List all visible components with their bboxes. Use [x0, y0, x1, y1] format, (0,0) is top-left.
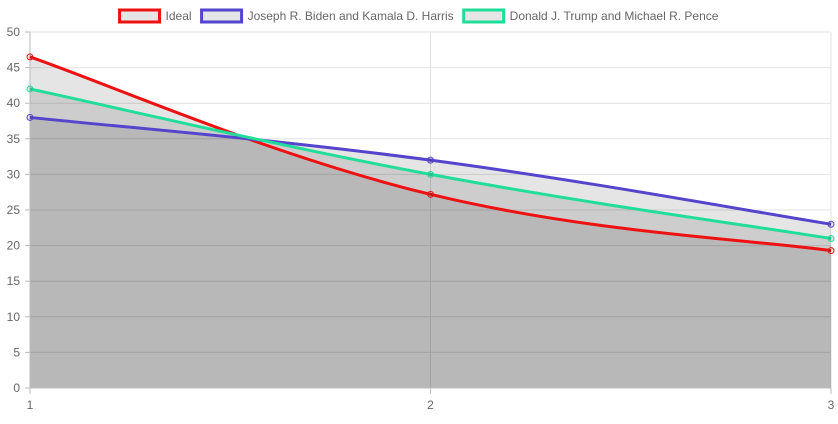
legend-swatch — [118, 8, 162, 24]
data-point[interactable] — [26, 113, 34, 121]
area-fills — [30, 56, 831, 389]
legend: Ideal Joseph R. Biden and Kamala D. Harri… — [118, 8, 719, 24]
data-point[interactable] — [26, 53, 34, 61]
series-line — [29, 87, 832, 240]
x-tick-label: 2 — [427, 398, 434, 412]
legend-item[interactable]: Joseph R. Biden and Kamala D. Harris — [200, 8, 454, 24]
data-point[interactable] — [427, 156, 434, 164]
series-line — [29, 115, 832, 226]
data-point[interactable] — [427, 170, 434, 178]
data-point[interactable] — [827, 220, 835, 228]
data-point[interactable] — [427, 190, 434, 198]
series-lines — [29, 55, 832, 253]
y-tick-label: 30 — [7, 167, 21, 181]
legend-item[interactable]: Donald J. Trump and Michael R. Pence — [462, 8, 719, 24]
legend-label: Ideal — [166, 9, 192, 23]
series-points — [26, 53, 835, 255]
legend-label: Joseph R. Biden and Kamala D. Harris — [248, 9, 454, 23]
y-tick-label: 20 — [7, 239, 21, 253]
y-tick-label: 50 — [7, 25, 21, 39]
y-tick-label: 40 — [7, 96, 21, 110]
y-tick-label: 5 — [13, 345, 20, 359]
y-tick-label: 35 — [7, 132, 21, 146]
series-area — [30, 88, 831, 389]
y-tick-label: 45 — [7, 61, 21, 75]
series-area — [30, 117, 831, 388]
data-point[interactable] — [827, 247, 835, 255]
series-line — [29, 55, 832, 253]
data-point[interactable] — [827, 234, 835, 242]
legend-label: Donald J. Trump and Michael R. Pence — [510, 9, 719, 23]
legend-item[interactable]: Ideal — [118, 8, 192, 24]
y-tick-label: 15 — [7, 274, 21, 288]
data-point[interactable] — [26, 85, 34, 93]
x-tick-label: 3 — [828, 398, 835, 412]
y-tick-label: 0 — [13, 381, 20, 395]
legend-swatch — [462, 8, 506, 24]
series-area — [30, 56, 831, 389]
y-tick-label: 10 — [7, 310, 21, 324]
legend-swatch — [200, 8, 244, 24]
y-tick-label: 25 — [7, 203, 21, 217]
x-tick-label: 1 — [27, 398, 34, 412]
axes: 0 5 10 15 20 25 30 35 40 45 50 1 2 3 — [7, 25, 835, 412]
